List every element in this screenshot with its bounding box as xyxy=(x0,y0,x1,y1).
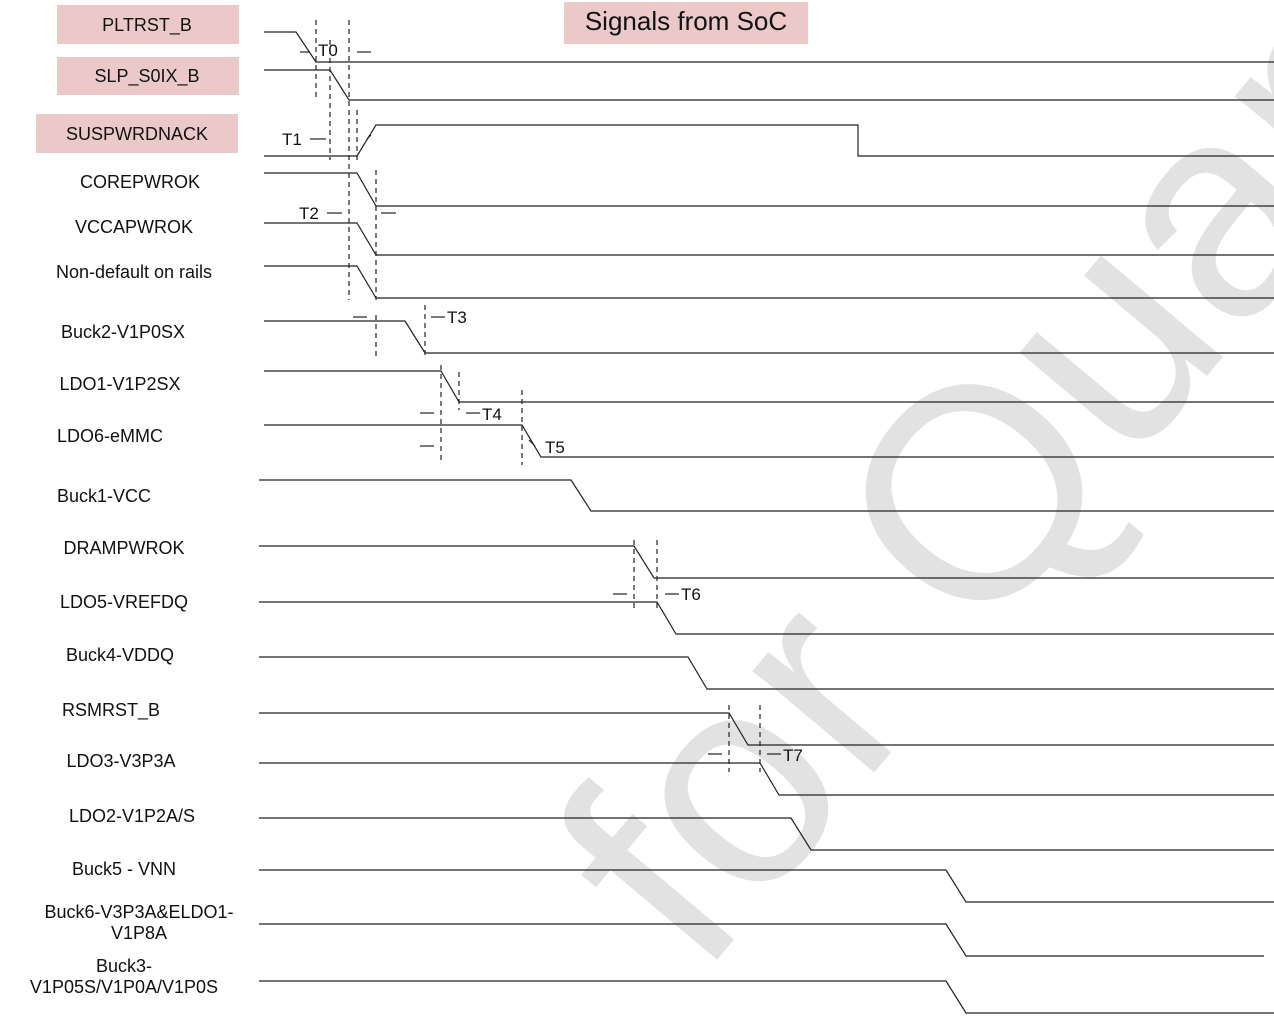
signal-label-suspwrdnack: SUSPWRDNACK xyxy=(66,124,208,144)
timing-labels: T0 T1 T2 T3 T4 T5 T6 T7 xyxy=(282,41,803,765)
signal-label-ldo2: LDO2-V1P2A/S xyxy=(69,806,195,826)
wave-buck1 xyxy=(259,479,1274,512)
label-box-pltrst xyxy=(57,5,239,44)
signal-label-slp-s0ix-b: SLP_S0IX_B xyxy=(94,66,199,87)
signal-label-ldo6: LDO6-eMMC xyxy=(57,426,163,446)
wave-suspwrdnack xyxy=(264,124,1274,157)
timing-label-t3: T3 xyxy=(447,308,467,327)
wave-non-default-rails xyxy=(264,265,1274,299)
wave-ldo5 xyxy=(259,601,1274,635)
signal-label-buck5: Buck5 - VNN xyxy=(72,859,176,879)
diagram-title: Signals from SoC xyxy=(585,6,787,36)
label-box-suspwrdnack xyxy=(36,114,238,153)
wave-ldo6 xyxy=(264,424,1274,458)
signal-label-buck6: Buck6-V3P3A&ELDO1-V1P8A xyxy=(44,902,233,943)
title-box xyxy=(564,2,808,44)
signal-label-non-default-rails: Non-default on rails xyxy=(56,262,212,282)
wave-rsmrst-b xyxy=(259,712,1274,746)
signal-label-rsmrst-b: RSMRST_B xyxy=(62,700,160,721)
timing-label-t2: T2 xyxy=(299,204,319,223)
signal-label-drampwrok: DRAMPWROK xyxy=(64,538,185,558)
signal-label-buck2: Buck2-V1P0SX xyxy=(61,322,185,342)
signal-label-pltrst-b: PLTRST_B xyxy=(102,15,192,36)
wave-slp-s0ix-b xyxy=(264,69,1274,101)
timing-label-t1: T1 xyxy=(282,130,302,149)
wave-pltrst-b xyxy=(264,31,1274,63)
wave-ldo1 xyxy=(264,370,1274,403)
signal-label-vccapwrok: VCCAPWROK xyxy=(75,217,193,237)
timing-markers xyxy=(300,20,781,772)
wave-buck5 xyxy=(259,869,1274,903)
label-box-slp-s0ix xyxy=(57,57,239,95)
watermark-text: for Quanta V1.0 xyxy=(492,0,1274,1017)
signal-label-corepwrok: COREPWROK xyxy=(80,172,200,192)
timing-label-t4: T4 xyxy=(482,405,502,424)
wave-ldo2 xyxy=(259,817,1274,851)
wave-drampwrok xyxy=(259,545,1274,579)
signal-label-ldo1: LDO1-V1P2SX xyxy=(59,374,180,394)
wave-vccapwrok xyxy=(264,222,1274,256)
signal-label-buck3: Buck3-V1P05S/V1P0A/V1P0S xyxy=(30,956,218,997)
waveforms xyxy=(259,31,1274,1014)
timing-label-t5: T5 xyxy=(545,438,565,457)
watermark: for Quanta V1.0 xyxy=(492,0,1274,1017)
wave-buck6 xyxy=(259,923,1264,957)
timing-label-t7: T7 xyxy=(783,746,803,765)
signal-label-ldo3: LDO3-V3P3A xyxy=(66,751,175,771)
signal-label-buck1: Buck1-VCC xyxy=(57,486,151,506)
signal-label-buck4: Buck4-VDDQ xyxy=(66,645,174,665)
wave-ldo3 xyxy=(259,762,1274,796)
wave-corepwrok xyxy=(264,172,1274,207)
signal-label-ldo5: LDO5-VREFDQ xyxy=(60,592,188,612)
wave-buck2 xyxy=(264,320,1274,354)
timing-label-t0: T0 xyxy=(318,41,338,60)
signal-labels: PLTRST_B SLP_S0IX_B SUSPWRDNACK COREPWRO… xyxy=(30,15,234,997)
timing-label-t6: T6 xyxy=(681,585,701,604)
wave-buck3 xyxy=(259,980,1274,1014)
wave-buck4 xyxy=(259,656,1274,690)
